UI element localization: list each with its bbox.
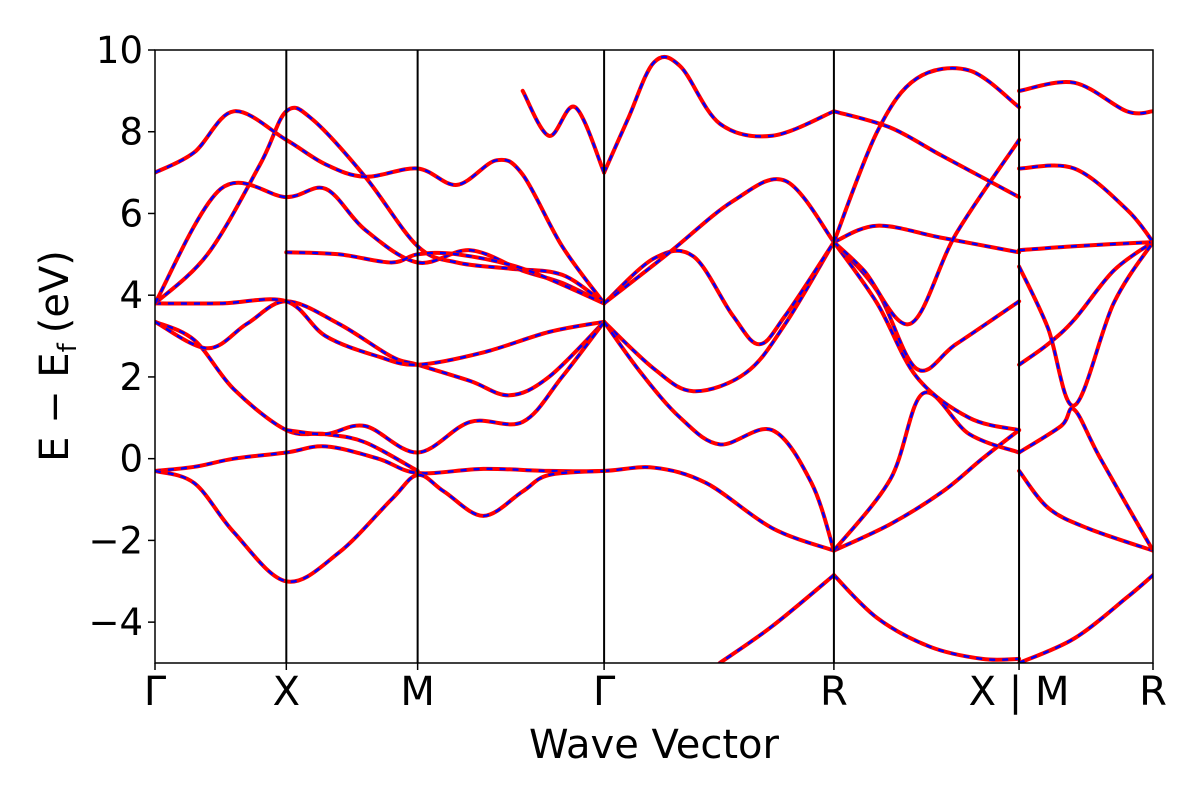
x-tick-label-3: Γ [593, 669, 616, 715]
symmetry-point-lines [285, 50, 1021, 663]
band-line-overlay-20 [833, 224, 1020, 254]
band-line-overlay-6 [155, 110, 606, 305]
y-tick-label-6: 8 [119, 111, 143, 154]
band-line-overlay-13 [603, 178, 835, 305]
band-line-overlay-30 [1019, 240, 1153, 252]
band-line-overlay-22 [832, 67, 1020, 243]
svg-text:E − Ef(eV): E − Ef (eV) [32, 250, 83, 462]
band-line-overlay-19 [833, 241, 1020, 372]
x-tick-label-5: X | M [969, 669, 1070, 715]
band-line-overlay-12 [603, 241, 835, 346]
x-tick-label-1: X [273, 669, 300, 715]
band-line-3 [155, 299, 607, 398]
band-line-overlay-15 [521, 90, 606, 174]
band-line-overlay-3 [155, 300, 605, 397]
band-line-overlay-17 [832, 391, 1020, 552]
x-axis-label: Wave Vector [529, 722, 780, 768]
band-line-14 [602, 54, 836, 175]
band-line-overlay-10 [603, 241, 835, 393]
band-line-31 [1017, 163, 1153, 245]
band-line-19 [831, 240, 1022, 373]
band-line-15 [520, 88, 607, 175]
x-tick-label-0: Γ [144, 669, 167, 715]
y-axis-label: E − Ef (eV) [32, 250, 83, 462]
y-tick-label-7: 10 [96, 29, 143, 72]
band-line-overlay-26 [1018, 470, 1153, 552]
band-line-overlay-0 [155, 445, 835, 552]
band-line-overlay-23 [833, 110, 1020, 199]
y-tick-label-5: 6 [119, 192, 143, 235]
band-line-4 [155, 297, 607, 367]
y-axis-label-subscript: f [53, 342, 83, 352]
y-axis-ticks: −4 −2 0 2 4 6 8 10 [88, 29, 155, 644]
band-line-28 [1017, 240, 1153, 367]
band-line-overlay-21 [833, 139, 1021, 326]
band-line-29 [1017, 240, 1153, 408]
band-line-overlay-9 [286, 251, 605, 305]
band-line-23 [831, 109, 1022, 200]
band-line-overlay-18 [832, 241, 1020, 432]
y-tick-label-4: 4 [119, 274, 143, 317]
y-tick-label-3: 2 [119, 356, 143, 399]
band-line-33 [1017, 573, 1153, 663]
band-line-16 [831, 428, 1022, 553]
band-lines [155, 54, 1153, 663]
x-axis-labels: Γ X M Γ R X | M R [144, 663, 1167, 715]
x-tick-label-4: R [820, 669, 848, 715]
band-line-overlay-4 [155, 298, 605, 366]
band-line-13 [602, 177, 836, 306]
band-line-overlay-24 [833, 574, 1020, 662]
x-tick-label-6: R [1139, 669, 1167, 715]
y-axis-label-main: E − E [32, 352, 78, 462]
band-line-overlay-27 [1018, 407, 1153, 552]
band-line-overlay-11 [603, 321, 836, 551]
band-line-overlay-1 [155, 469, 605, 583]
band-line-24 [831, 573, 1022, 662]
y-axis-label-unit: (eV) [32, 250, 78, 333]
y-tick-label-2: 0 [119, 438, 143, 481]
band-line-overlay-31 [1019, 164, 1153, 243]
band-line-overlay-25 [719, 574, 835, 663]
band-line-overlay-16 [833, 429, 1020, 552]
x-tick-label-2: M [400, 669, 435, 715]
band-line-overlay-8 [286, 321, 606, 454]
plot-frame [154, 49, 1154, 664]
band-line-25 [717, 573, 836, 663]
band-line-1 [155, 468, 607, 584]
band-line-overlay-14 [603, 55, 835, 174]
band-line-22 [831, 66, 1022, 245]
y-tick-label-0: −4 [88, 601, 143, 644]
band-line-26 [1017, 468, 1153, 553]
band-line-overlay-32 [1018, 80, 1153, 115]
band-line-overlay-33 [1018, 574, 1153, 663]
band-line-0 [155, 444, 836, 553]
band-line-17 [831, 390, 1022, 553]
y-tick-label-1: −2 [88, 519, 143, 562]
